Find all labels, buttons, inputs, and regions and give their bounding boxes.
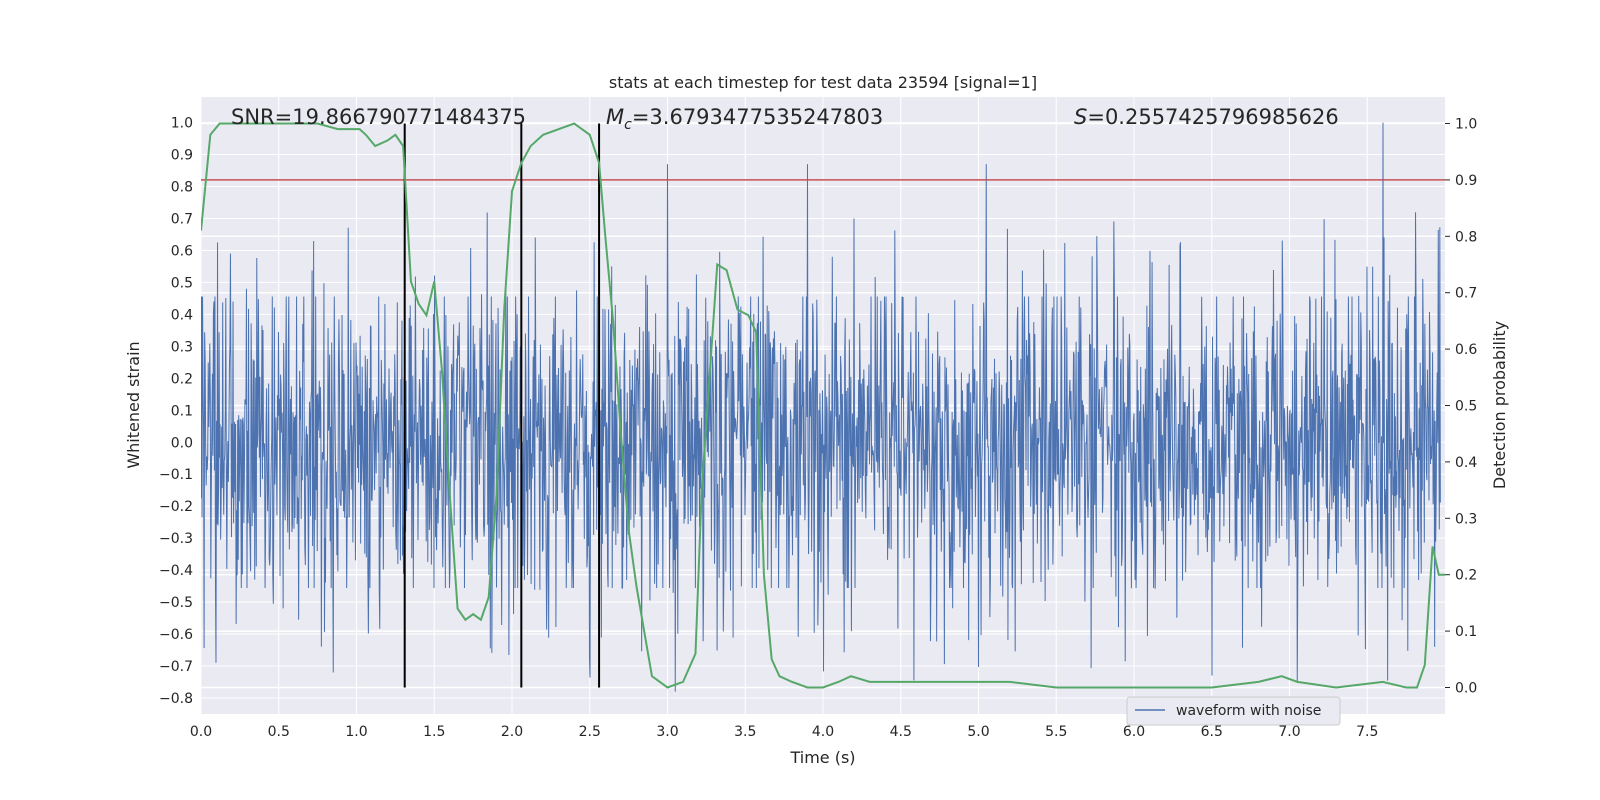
y-tick-label: 0.6 [171, 243, 193, 259]
x-tick-label: 5.5 [1045, 724, 1067, 740]
y-axis-label: Whitened strain [124, 341, 143, 468]
x-tick-label: 2.5 [579, 724, 601, 740]
waveform-line [201, 122, 1441, 692]
x-tick-label: 3.5 [734, 724, 756, 740]
x-tick-label: 2.0 [501, 724, 523, 740]
y-tick-label: −0.6 [159, 627, 193, 643]
y-tick-label: 0.5 [171, 275, 193, 291]
x-tick-label: 6.5 [1201, 724, 1223, 740]
x-tick-label: 0.0 [190, 724, 212, 740]
probability-line [201, 122, 1445, 689]
y-tick-label: 1.0 [171, 116, 193, 132]
chirp-mass-annotation: Mc=3.6793477535247803 [606, 105, 883, 133]
chirp-mass-symbol: M [606, 105, 624, 129]
y-tick-label: 0.0 [171, 435, 193, 451]
y-tick-label: 0.2 [171, 371, 193, 387]
y2-axis-label: Detection probability [1490, 321, 1509, 489]
y-axis-ticks: 1.0 0.9 0.8 0.7 0.6 0.5 0.4 0.3 0.2 0.1 0.0 −0.1 −0.… [159, 116, 193, 707]
y-tick-label: 0.1 [171, 403, 193, 419]
x-tick-label: 0.5 [268, 724, 290, 740]
legend-box [1126, 696, 1341, 726]
y2-axis-ticks: 1.0 0.9 0.8 0.7 0.6 0.5 0.4 0.3 0.2 0.1 0.0 [1445, 117, 1477, 696]
y2-tick-label: 0.0 [1455, 680, 1477, 696]
s-annotation: S=0.2557425796985626 [1074, 105, 1339, 129]
y2-tick-label: 0.3 [1455, 511, 1477, 527]
x-axis-label: Time (s) [789, 748, 855, 767]
y-tick-label: 0.9 [171, 148, 193, 164]
legend-label: waveform with noise [1176, 703, 1321, 719]
y2-tick-label: 0.7 [1455, 286, 1477, 302]
y-tick-label: −0.1 [159, 467, 193, 483]
snr-annotation: SNR=19.866790771484375 [231, 105, 526, 129]
y-tick-label: 0.3 [171, 339, 193, 355]
chart-title: stats at each timestep for test data 235… [609, 73, 1037, 92]
y-tick-label: 0.8 [171, 180, 193, 196]
x-tick-label: 5.0 [967, 724, 989, 740]
y2-tick-label: 0.1 [1455, 624, 1477, 640]
x-tick-label: 6.0 [1123, 724, 1145, 740]
waveform-series [201, 122, 1441, 692]
y2-tick-label: 0.9 [1455, 173, 1477, 189]
y2-tick-label: 0.8 [1455, 229, 1477, 245]
x-tick-label: 4.0 [812, 724, 834, 740]
chirp-mass-value: =3.6793477535247803 [632, 105, 883, 129]
y-tick-label: −0.4 [159, 563, 193, 579]
chirp-mass-subscript: c [624, 117, 632, 133]
y-tick-label: −0.7 [159, 659, 193, 675]
y2-tick-label: 0.6 [1455, 342, 1477, 358]
y-tick-label: −0.3 [159, 531, 193, 547]
x-tick-label: 1.0 [345, 724, 367, 740]
x-tick-label: 3.0 [656, 724, 678, 740]
y2-tick-label: 1.0 [1455, 117, 1477, 133]
y2-tick-label: 0.5 [1455, 399, 1477, 415]
x-tick-label: 4.5 [890, 724, 912, 740]
y2-tick-label: 0.2 [1455, 568, 1477, 584]
y-tick-label: −0.8 [159, 691, 193, 707]
legend: waveform with noise [1126, 696, 1341, 726]
x-tick-label: 7.0 [1278, 724, 1300, 740]
y-tick-label: −0.5 [159, 595, 193, 611]
y-tick-label: 0.7 [171, 211, 193, 227]
y-tick-label: 0.4 [171, 307, 193, 323]
x-tick-label: 7.5 [1356, 724, 1378, 740]
y-tick-label: −0.2 [159, 499, 193, 515]
s-value: =0.2557425796985626 [1087, 105, 1338, 129]
y2-tick-label: 0.4 [1455, 455, 1477, 471]
s-symbol: S [1074, 105, 1087, 129]
vertical-markers [403, 123, 601, 688]
x-tick-label: 1.5 [423, 724, 445, 740]
x-axis-ticks: 0.0 0.5 1.0 1.5 2.0 2.5 3.0 3.5 4.0 4.5 5.0 5.5 6.0 6… [190, 724, 1379, 740]
